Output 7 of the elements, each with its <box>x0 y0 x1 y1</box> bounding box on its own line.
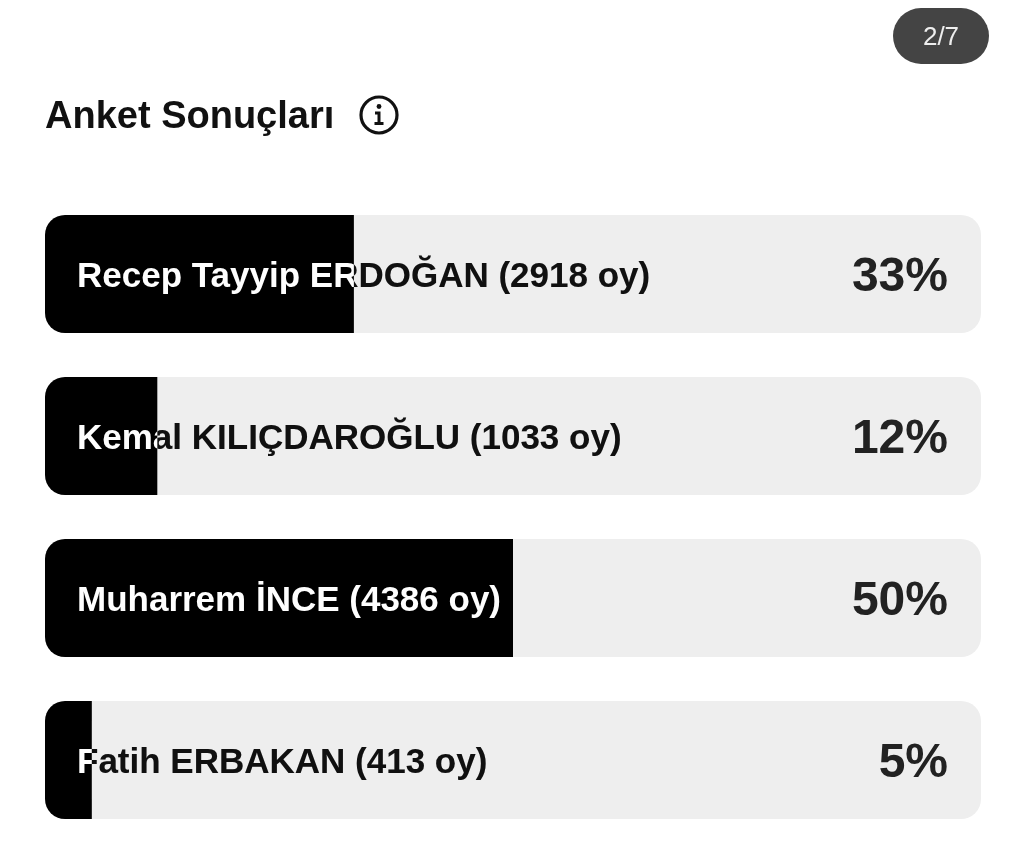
data-label: 50% <box>851 571 948 625</box>
page-counter-badge: 2/7 <box>893 8 989 64</box>
data-label: 5% <box>878 733 948 787</box>
y-tick-label: Muharrem İNCE (4386 oy) <box>77 578 502 618</box>
data-label: 33% <box>851 247 948 301</box>
chart-title: Anket Sonuçları <box>45 93 335 137</box>
data-label: 12% <box>851 409 948 463</box>
